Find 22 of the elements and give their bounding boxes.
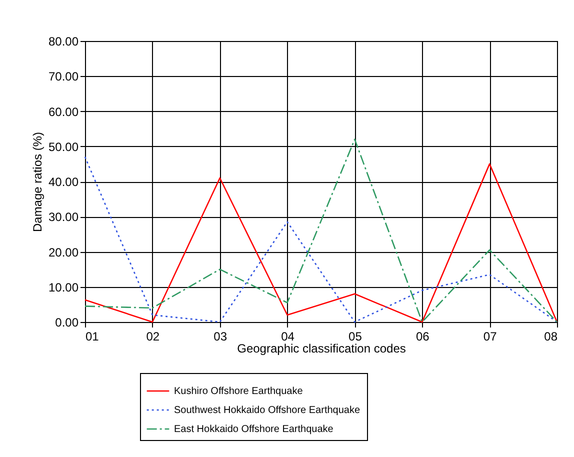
- y-tick-label: 0.00: [55, 316, 79, 330]
- legend-label: Kushiro Offshore Earthquake: [174, 386, 304, 397]
- y-axis-title: Damage ratios (%): [30, 132, 44, 232]
- x-tick-label: 01: [86, 330, 100, 344]
- legend-label: Southwest Hokkaido Offshore Earthquake: [174, 405, 360, 416]
- y-tick-label: 40.00: [48, 175, 79, 189]
- y-tick-label: 70.00: [48, 70, 79, 84]
- y-tick-label: 10.00: [48, 280, 79, 294]
- x-tick-label: 05: [348, 330, 362, 344]
- y-tick-label: 30.00: [48, 210, 79, 224]
- x-tick-label: 06: [416, 330, 430, 344]
- legend-label: East Hokkaido Offshore Earthquake: [174, 424, 334, 435]
- y-tick-label: 80.00: [48, 34, 79, 48]
- x-tick-label: 04: [281, 330, 295, 344]
- x-tick-label: 03: [214, 330, 228, 344]
- x-tick-label: 02: [146, 330, 160, 344]
- y-tick-label: 50.00: [48, 140, 79, 154]
- y-tick-label: 60.00: [48, 104, 79, 119]
- x-tick-label: 08: [544, 330, 558, 344]
- x-axis-title: Geographic classification codes: [237, 342, 406, 356]
- x-tick-label: 07: [483, 330, 498, 344]
- y-tick-label: 20.00: [48, 245, 79, 260]
